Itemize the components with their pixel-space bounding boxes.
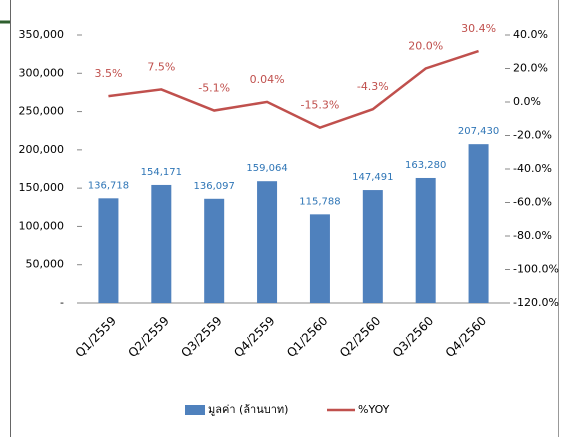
y-tick-label: 250,000 [19,105,65,118]
y2-tick-label: -100.0% [513,263,559,276]
bar-value-label: 159,064 [246,163,287,174]
bar-value-label: 163,280 [405,160,446,171]
y-tick-label: 100,000 [19,219,65,232]
bar-value-label: 136,097 [194,181,235,192]
line-value-label: 20.0% [408,40,443,53]
bar [98,198,119,303]
y-tick-label: 200,000 [19,143,65,156]
bar-value-label: 207,430 [458,126,499,137]
bar-value-label: 154,171 [141,167,182,178]
bar [362,190,383,303]
y2-tick-label: -20.0% [513,129,552,142]
legend-swatch [185,405,205,415]
line-value-label: 3.5% [94,67,122,80]
bar [204,198,225,303]
bar [257,181,278,303]
y2-tick-label: 20.0% [513,62,548,75]
legend-label: %YOY [358,403,390,416]
line-value-label: 30.4% [461,22,496,35]
bar-value-label: 136,718 [88,180,129,191]
bar [415,177,436,303]
line-value-label: 7.5% [147,60,175,73]
y2-tick-label: -60.0% [513,196,552,209]
y-tick-label: 300,000 [19,66,65,79]
line-value-label: -5.1% [198,82,230,95]
y2-tick-label: 0.0% [513,95,541,108]
bar [468,144,489,303]
y2-tick-label: 40.0% [513,28,548,41]
line [108,49,479,129]
y2-tick-label: -40.0% [513,162,552,175]
y2-tick-label: -120.0% [513,296,559,309]
y2-tick-label: -80.0% [513,229,552,242]
bar-value-label: 115,788 [299,196,340,207]
y-tick-label: 350,000 [19,28,65,41]
line-value-label: 0.04% [250,73,285,86]
y-tick-label: 150,000 [19,181,65,194]
line-value-label: -4.3% [357,80,389,93]
bar-value-label: 147,491 [352,172,393,183]
line-value-label: -15.3% [300,99,339,112]
y-tick-label: - [60,296,64,309]
y-tick-label: 50,000 [26,258,65,271]
legend-label: มูลค่า (ล้านบาท) [208,403,288,416]
bar [309,214,330,303]
bar [151,184,172,303]
